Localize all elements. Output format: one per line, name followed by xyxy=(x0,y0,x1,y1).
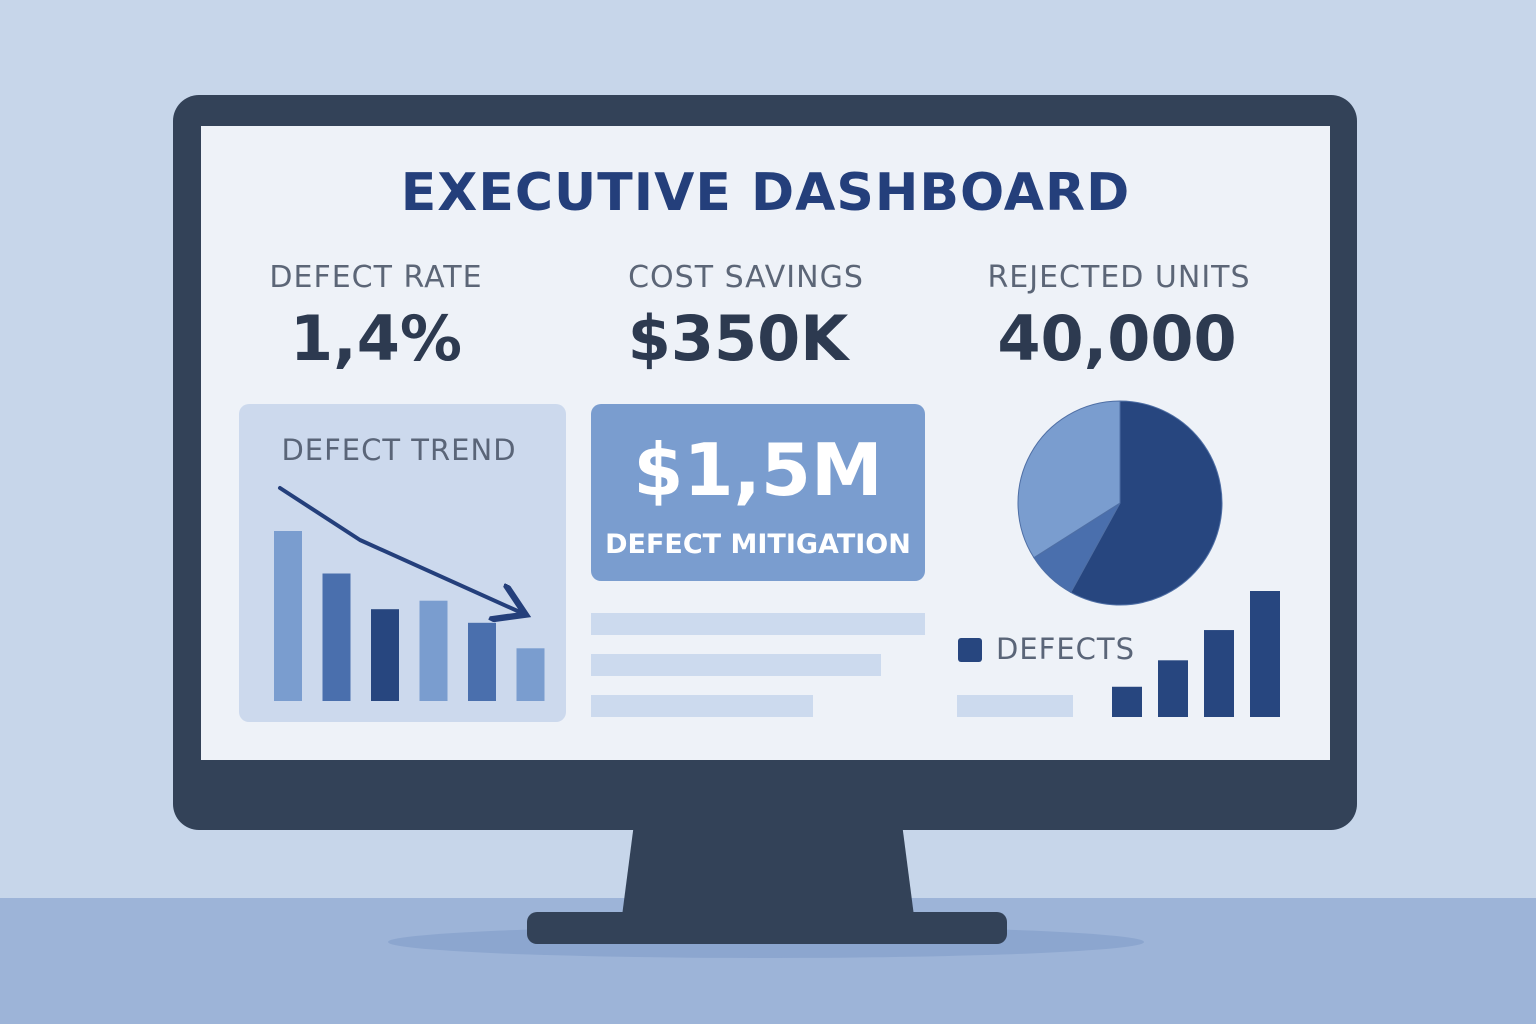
defect-trend-bar-chart xyxy=(274,531,545,701)
trend-bar xyxy=(516,648,545,701)
placeholder-text-line xyxy=(591,654,881,676)
trend-bar xyxy=(322,573,351,701)
defect-mitigation-label: DEFECT MITIGATION xyxy=(605,529,911,560)
trend-down-arrow-icon xyxy=(278,486,522,613)
dashboard-title: EXECUTIVE DASHBOARD xyxy=(400,163,1131,223)
defect-mitigation-card xyxy=(591,404,925,581)
trend-bar xyxy=(274,531,302,701)
kpi-value-cost-savings: $350K xyxy=(627,302,849,375)
trend-bar xyxy=(419,600,448,701)
rejected-units-pie-chart xyxy=(1017,400,1223,606)
placeholder-text-line xyxy=(957,695,1073,717)
legend-label-defects: DEFECTS xyxy=(996,632,1136,666)
defects-bar xyxy=(1158,660,1188,717)
monitor-stand-base xyxy=(527,912,1007,944)
kpi-value-defect-rate: 1,4% xyxy=(290,302,462,375)
trend-bar xyxy=(468,622,496,701)
defects-bar xyxy=(1112,686,1142,717)
defect-trend-label: DEFECT TREND xyxy=(281,433,517,467)
pie-slice xyxy=(1017,400,1121,559)
kpi-label-defect-rate: DEFECT RATE xyxy=(269,260,483,295)
kpi-label-rejected-units: REJECTED UNITS xyxy=(987,260,1251,295)
trend-bar xyxy=(371,609,399,701)
pie-slice xyxy=(1070,400,1223,606)
kpi-label-cost-savings: COST SAVINGS xyxy=(628,260,864,295)
defect-mitigation-value: $1,5M xyxy=(633,428,883,512)
placeholder-text-line xyxy=(591,695,813,717)
defects-bar xyxy=(1204,630,1234,717)
defects-bar xyxy=(1250,591,1280,717)
placeholder-text-line xyxy=(591,613,925,635)
defects-bar-chart xyxy=(1112,591,1280,717)
monitor-stand-neck xyxy=(622,826,914,916)
kpi-value-rejected-units: 40,000 xyxy=(997,302,1237,375)
legend-swatch-defects xyxy=(958,638,982,662)
